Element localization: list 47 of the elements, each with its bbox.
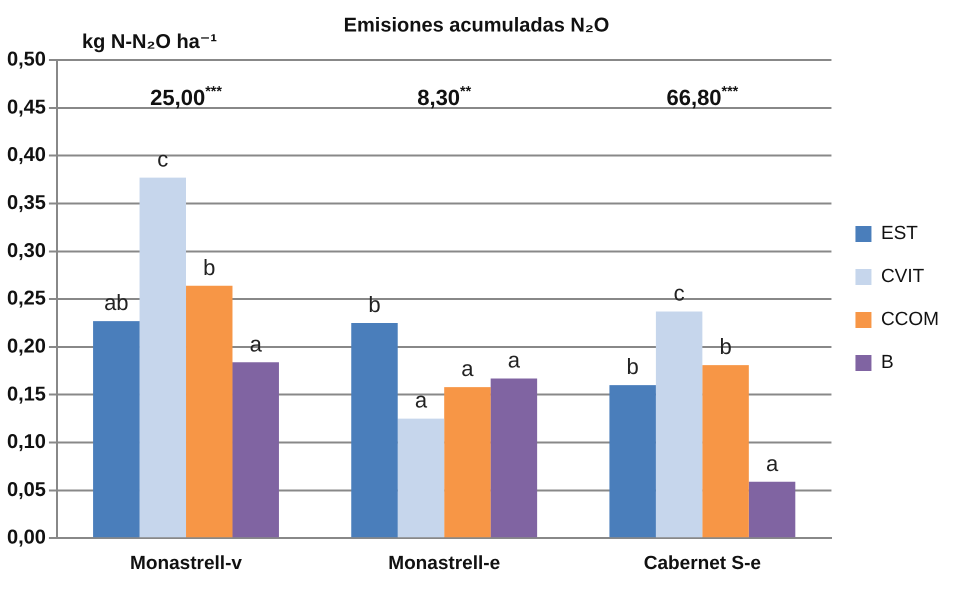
bar [93,321,140,538]
y-tick-label: 0,25 [6,288,46,310]
legend-label: CVIT [880,266,925,288]
x-tick-label: Monastrell-v [130,552,242,574]
data-label: a [766,450,779,476]
y-tick-label: 0,30 [6,240,46,262]
data-label: b [719,334,732,360]
bar [702,365,749,538]
data-label: b [626,354,639,380]
x-tick-label: Cabernet S-e [644,552,761,574]
bar [490,378,538,538]
bar [351,323,398,538]
y-tick-label: 0,35 [6,192,46,214]
bar [140,178,186,538]
y-tick-label: 0,10 [6,431,46,454]
bar [186,286,232,538]
x-tick-label: Monastrell-e [388,552,500,574]
legend-label: B [880,352,894,374]
annotation: 66,80*** [666,84,739,110]
data-label: a [250,331,263,356]
data-label: c [674,280,685,306]
bar [609,385,656,538]
bar [232,362,279,538]
y-tick-label: 0,15 [6,383,46,406]
y-tick-label: 0,00 [6,526,46,549]
y-axis-title: kg N-N₂O ha⁻¹ [82,31,218,53]
y-tick-label: 0,20 [6,335,46,358]
y-tick-label: 0,40 [6,144,46,166]
data-label: a [461,356,474,382]
data-label: b [368,292,381,318]
data-label: a [414,388,428,413]
annotation: 25,00*** [150,84,222,110]
data-label: a [508,348,521,373]
data-label: ab [104,290,129,316]
y-tick-label: 0,50 [6,48,46,71]
legend-label: CCOM [880,309,940,330]
bar [656,312,702,538]
chart-title: Emisiones acumuladas N₂O [344,14,610,37]
annotation: 8,30** [417,84,472,110]
data-label: b [203,254,216,280]
legend-label: EST [880,223,918,244]
bar [398,418,444,538]
bar [444,387,491,538]
y-tick-label: 0,05 [6,478,46,501]
y-tick-label: 0,45 [6,96,46,118]
bar [748,482,796,538]
data-label: c [157,146,168,172]
